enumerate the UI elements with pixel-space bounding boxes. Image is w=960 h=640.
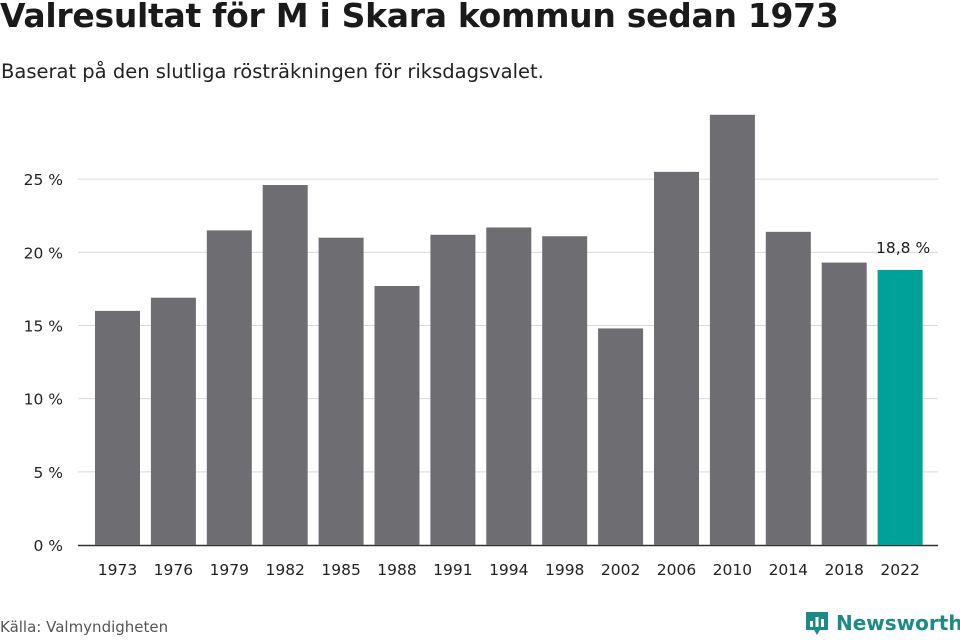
bar-1988 <box>374 285 420 545</box>
brand-logo[interactable]: Newsworthy <box>804 608 960 638</box>
bar-1994 <box>486 227 532 545</box>
y-tick-label: 15 % <box>24 318 63 336</box>
newsworthy-logo-icon <box>806 612 828 635</box>
x-tick-label: 1985 <box>321 561 360 579</box>
chart-title: Valresultat för M i Skara kommun sedan 1… <box>0 0 839 35</box>
x-tick-label: 2002 <box>601 561 640 579</box>
source-note: Källa: Valmyndigheten <box>0 618 169 636</box>
x-tick-label: 1991 <box>433 561 472 579</box>
bar-1973 <box>95 310 140 545</box>
x-tick-label: 2010 <box>713 561 752 579</box>
y-tick-label: 10 % <box>24 391 63 409</box>
bar-1976 <box>150 297 196 545</box>
x-tick-label: 2018 <box>824 561 863 579</box>
x-tick-label: 1982 <box>265 561 304 579</box>
bar-1982 <box>262 185 308 545</box>
y-tick-label: 20 % <box>24 244 63 262</box>
bar-1985 <box>318 237 364 545</box>
bar-2006 <box>654 171 699 545</box>
y-tick-label: 0 % <box>33 537 63 555</box>
x-tick-label: 2022 <box>880 561 919 579</box>
bar-1991 <box>430 234 476 546</box>
bar-1998 <box>542 236 588 545</box>
x-tick-label: 1976 <box>154 561 193 579</box>
bar-chart: 0 % 5 % 10 % 15 % 20 % 25 % 1973 1976 1979 1982 19… <box>24 114 938 579</box>
y-tick-label: 5 % <box>33 464 63 482</box>
brand-name: Newsworthy <box>836 611 960 635</box>
x-tick-label: 1998 <box>545 561 584 579</box>
bar-2022 <box>877 269 923 545</box>
bar-1979 <box>206 230 252 545</box>
x-tick-label: 2006 <box>657 561 696 579</box>
bar-2018 <box>821 262 867 545</box>
bar-2014 <box>765 231 811 545</box>
x-tick-label: 1988 <box>377 561 416 579</box>
x-tick-label: 1973 <box>98 561 137 579</box>
chart-subtitle: Baserat på den slutliga rösträkningen fö… <box>1 60 544 83</box>
x-tick-label: 1994 <box>489 561 528 579</box>
x-tick-label: 2014 <box>769 561 808 579</box>
bar-2002 <box>598 328 644 545</box>
data-label-highlight: 18,8 % <box>876 239 930 257</box>
bar-2010 <box>709 114 755 545</box>
y-tick-label: 25 % <box>24 171 63 189</box>
x-tick-label: 1979 <box>210 561 249 579</box>
